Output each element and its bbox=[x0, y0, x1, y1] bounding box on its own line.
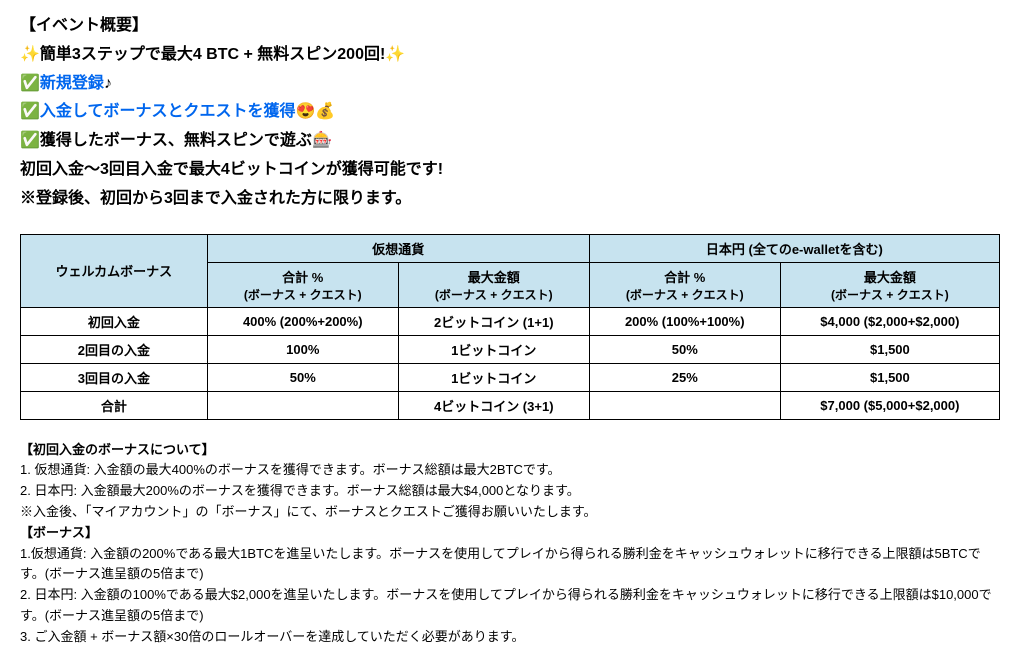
deposit-link[interactable]: 入金してボーナスとクエストを獲得 bbox=[40, 103, 296, 120]
col-jpy-max: 最大金額(ボーナス + クエスト) bbox=[780, 262, 999, 307]
cell-deposit-1-crypto-pct: 400% (200%+200%) bbox=[207, 307, 398, 335]
bonus-note-3: 3. ご入金額 + ボーナス額×30倍のロールオーバーを達成していただく必要があ… bbox=[20, 627, 1004, 648]
cell-deposit-3-label: 3回目の入金 bbox=[21, 363, 208, 391]
first-deposit-note-2: 2. 日本円: 入金額最大200%のボーナスを獲得できます。ボーナス総額は最大$… bbox=[20, 481, 1004, 502]
deposit-range-text: 初回入金～3回目入金で最大4ビットコインが獲得可能です! bbox=[20, 156, 1004, 185]
cell-deposit-2-crypto-max: 1ビットコイン bbox=[398, 335, 589, 363]
cell-total-crypto-max: 4ビットコイン (3+1) bbox=[398, 391, 589, 419]
table-row: 初回入金 400% (200%+200%) 2ビットコイン (1+1) 200%… bbox=[21, 307, 1000, 335]
music-note-icon: ♪ bbox=[104, 75, 112, 92]
first-deposit-notes-title: 【初回入金のボーナスについて】 bbox=[20, 440, 1004, 461]
col-group-crypto: 仮想通貨 bbox=[207, 234, 589, 262]
check-icon: ✅ bbox=[20, 70, 40, 99]
first-deposit-notes: 【初回入金のボーナスについて】 1. 仮想通貨: 入金額の最大400%のボーナス… bbox=[20, 440, 1004, 523]
cell-total-crypto-pct bbox=[207, 391, 398, 419]
step-2-line: ✅入金してボーナスとクエストを獲得😍💰 bbox=[20, 98, 1004, 127]
cell-deposit-3-crypto-max: 1ビットコイン bbox=[398, 363, 589, 391]
cell-total-jpy-max: $7,000 ($5,000+$2,000) bbox=[780, 391, 999, 419]
sparkle-icon: ✨ bbox=[20, 41, 40, 70]
cell-deposit-2-jpy-pct: 50% bbox=[589, 335, 780, 363]
col-welcome-bonus: ウェルカムボーナス bbox=[21, 234, 208, 307]
cell-deposit-3-jpy-max: $1,500 bbox=[780, 363, 999, 391]
bonus-notes: 【ボーナス】 1.仮想通貨: 入金額の200%である最大1BTCを進呈いたします… bbox=[20, 523, 1004, 648]
step-1-line: ✅新規登録♪ bbox=[20, 70, 1004, 99]
cell-deposit-2-label: 2回目の入金 bbox=[21, 335, 208, 363]
bonus-note-1: 1.仮想通貨: 入金額の200%である最大1BTCを進呈いたします。ボーナスを使… bbox=[20, 544, 1004, 586]
cell-total-label: 合計 bbox=[21, 391, 208, 419]
cell-total-jpy-pct bbox=[589, 391, 780, 419]
event-overview: 【イベント概要】 ✨簡単3ステップで最大4 BTC + 無料スピン200回! ✨… bbox=[20, 12, 1004, 214]
eligibility-note: ※登録後、初回から3回まで入金された方に限ります。 bbox=[20, 185, 1004, 214]
table-row: 2回目の入金 100% 1ビットコイン 50% $1,500 bbox=[21, 335, 1000, 363]
col-crypto-percent: 合計 %(ボーナス + クエスト) bbox=[207, 262, 398, 307]
table-row: 3回目の入金 50% 1ビットコイン 25% $1,500 bbox=[21, 363, 1000, 391]
slot-machine-icon: 🎰 bbox=[312, 127, 332, 156]
cell-deposit-3-jpy-pct: 25% bbox=[589, 363, 780, 391]
first-deposit-note-3: ※入金後、「マイアカウント」の「ボーナス」にて、ボーナスとクエストご獲得お願いい… bbox=[20, 502, 1004, 523]
bonus-note-2: 2. 日本円: 入金額の100%である最大$2,000を進呈いたします。ボーナス… bbox=[20, 585, 1004, 627]
cell-deposit-3-crypto-pct: 50% bbox=[207, 363, 398, 391]
cell-deposit-1-label: 初回入金 bbox=[21, 307, 208, 335]
overview-header: 【イベント概要】 bbox=[20, 12, 1004, 41]
check-icon: ✅ bbox=[20, 98, 40, 127]
step-3-line: ✅獲得したボーナス、無料スピンで遊ぶ🎰 bbox=[20, 127, 1004, 156]
step-summary-line: ✨簡単3ステップで最大4 BTC + 無料スピン200回! ✨ bbox=[20, 41, 1004, 70]
cell-deposit-1-jpy-max: $4,000 ($2,000+$2,000) bbox=[780, 307, 999, 335]
cell-deposit-1-jpy-pct: 200% (100%+100%) bbox=[589, 307, 780, 335]
welcome-bonus-table: ウェルカムボーナス 仮想通貨 日本円 (全てのe-walletを含む) 合計 %… bbox=[20, 234, 1000, 420]
col-crypto-max: 最大金額(ボーナス + クエスト) bbox=[398, 262, 589, 307]
bonus-notes-title: 【ボーナス】 bbox=[20, 523, 1004, 544]
step-summary-text: 簡単3ステップで最大4 BTC + 無料スピン200回! bbox=[40, 46, 385, 63]
col-group-jpy: 日本円 (全てのe-walletを含む) bbox=[589, 234, 999, 262]
play-bonus-text: 獲得したボーナス、無料スピンで遊ぶ bbox=[40, 132, 312, 149]
sparkle-icon: ✨ bbox=[385, 41, 405, 70]
cell-deposit-2-crypto-pct: 100% bbox=[207, 335, 398, 363]
cell-deposit-1-crypto-max: 2ビットコイン (1+1) bbox=[398, 307, 589, 335]
cell-deposit-2-jpy-max: $1,500 bbox=[780, 335, 999, 363]
col-jpy-percent: 合計 %(ボーナス + クエスト) bbox=[589, 262, 780, 307]
heart-eyes-money-icon: 😍💰 bbox=[295, 98, 335, 127]
register-link[interactable]: 新規登録 bbox=[40, 75, 104, 92]
check-icon: ✅ bbox=[20, 127, 40, 156]
table-header-row-1: ウェルカムボーナス 仮想通貨 日本円 (全てのe-walletを含む) bbox=[21, 234, 1000, 262]
first-deposit-note-1: 1. 仮想通貨: 入金額の最大400%のボーナスを獲得できます。ボーナス総額は最… bbox=[20, 460, 1004, 481]
table-row-total: 合計 4ビットコイン (3+1) $7,000 ($5,000+$2,000) bbox=[21, 391, 1000, 419]
